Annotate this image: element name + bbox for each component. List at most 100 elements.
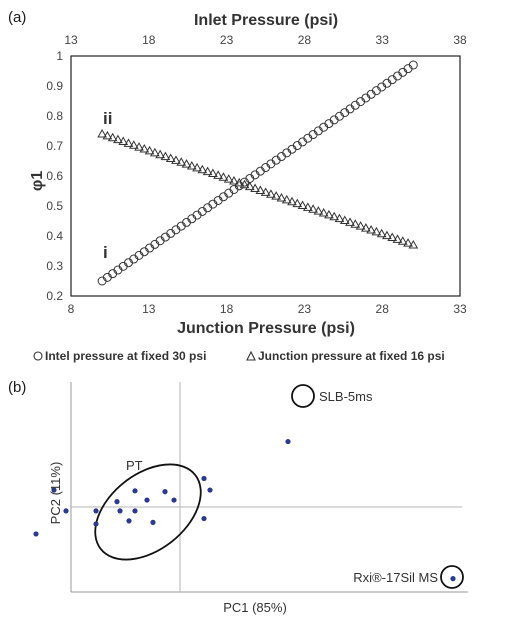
legend-entry-2: Junction pressure at fixed 16 psi [258, 349, 445, 363]
pca-point [33, 531, 39, 537]
series-ii-point [276, 192, 287, 202]
series-ii-point [118, 136, 129, 146]
series-i-tag: i [103, 243, 108, 262]
series-ii-point [345, 217, 355, 226]
pca-points [33, 438, 456, 582]
series-ii-point [313, 206, 324, 215]
top-x-tick-label: 38 [453, 33, 467, 47]
bottom-x-tick-label: 28 [376, 302, 390, 316]
series-ii-point [150, 147, 160, 157]
y-tick-label: 0.8 [46, 109, 63, 123]
series-ii-point [408, 239, 419, 249]
top-x-tick-labels: 13 18 23 28 33 38 [64, 33, 467, 47]
top-x-tick-label: 23 [220, 33, 234, 47]
series-ii-point [144, 145, 155, 155]
panel-b: (b) PT SLB-5ms Rxi®-17Sil MS PC1 (85%) P… [8, 379, 468, 615]
rxi-group-ellipse [440, 565, 464, 589]
y-tick-label: 1 [56, 49, 63, 63]
pca-point [93, 508, 99, 514]
series-ii-point [376, 228, 387, 238]
series-ii-point [244, 181, 255, 191]
series-ii-point [392, 234, 403, 243]
bottom-x-tick-label: 23 [298, 302, 312, 316]
series-ii-point [181, 159, 192, 168]
bottom-x-tick-labels: 8 13 18 23 28 33 [68, 302, 467, 316]
series-ii-triangles [97, 128, 419, 249]
pca-point [93, 521, 99, 527]
y-tick-labels: 0.2 0.3 0.4 0.5 0.6 0.7 0.8 0.9 1 [46, 49, 63, 303]
series-ii-point [350, 219, 361, 228]
series-ii-point [260, 187, 271, 196]
bottom-x-tick-label: 13 [142, 302, 156, 316]
panel-a-label: (a) [8, 9, 26, 26]
series-ii-point [250, 183, 260, 193]
pca-point [132, 488, 138, 494]
series-ii-point [281, 194, 292, 204]
series-ii-point [403, 238, 413, 247]
series-ii-point [234, 177, 245, 187]
series-ii-point [387, 232, 398, 241]
series-ii-point [292, 198, 303, 208]
series-ii-point [202, 166, 213, 176]
pca-point [450, 576, 456, 582]
slb-group-label: SLB-5ms [319, 389, 373, 404]
pca-point [285, 438, 291, 445]
slb-group-ellipse [291, 384, 315, 408]
series-ii-point [271, 191, 282, 200]
y-tick-label: 0.3 [46, 259, 63, 273]
pt-group-label: PT [126, 458, 143, 473]
series-ii-point [366, 224, 376, 234]
series-ii-point [302, 202, 313, 211]
legend-triangle-marker [246, 350, 256, 361]
series-ii-point [139, 144, 150, 153]
series-ii-point [123, 138, 134, 147]
legend-circle-marker [33, 351, 43, 361]
series-ii-point [102, 130, 113, 140]
y-tick-label: 0.5 [46, 199, 63, 213]
series-ii-point [239, 179, 250, 189]
series-ii-point [324, 209, 334, 219]
series-ii-point [113, 134, 123, 144]
y-tick-label: 0.2 [46, 289, 63, 303]
pca-point [114, 499, 120, 505]
series-ii-point [297, 200, 308, 209]
y-tick-label: 0.4 [46, 229, 63, 243]
pca-point [201, 515, 207, 522]
series-ii-point [339, 215, 350, 225]
pca-point [144, 497, 150, 503]
series-ii-point [382, 230, 392, 240]
y-tick-label: 0.7 [46, 139, 63, 153]
pca-point [171, 497, 177, 503]
pca-point [201, 475, 207, 482]
pca-point [132, 508, 138, 514]
series-ii-point [397, 236, 408, 245]
series-ii-point [255, 185, 266, 194]
panel-b-label: (b) [8, 379, 26, 396]
series-ii-point [208, 168, 218, 178]
pca-point [207, 487, 213, 493]
series-ii-point [329, 211, 340, 221]
top-x-tick-label: 33 [376, 33, 390, 47]
legend-a: Intel pressure at fixed 30 psi Junction … [33, 349, 445, 363]
series-ii-point [97, 128, 107, 138]
legend-entry-1: Intel pressure at fixed 30 psi [45, 349, 206, 363]
pca-point [126, 518, 132, 524]
series-ii-point [186, 160, 197, 170]
series-ii-point [107, 132, 118, 142]
series-ii-point [134, 142, 144, 151]
series-ii-point [318, 208, 329, 217]
y-axis-title: φ1 [29, 171, 46, 191]
plot-area-a [70, 55, 461, 297]
series-ii-point [229, 176, 239, 185]
pca-point [63, 508, 69, 514]
y-tick-label: 0.6 [46, 169, 63, 183]
series-ii-point [128, 140, 139, 149]
series-ii-point [223, 174, 234, 183]
series-ii-tag: ii [103, 109, 112, 128]
bottom-x-tick-label: 8 [68, 302, 75, 316]
series-ii-point [197, 164, 208, 174]
y-tick-label: 0.9 [46, 79, 63, 93]
series-ii-point [160, 151, 171, 161]
series-ii-point [360, 223, 371, 232]
pca-point [117, 508, 123, 514]
